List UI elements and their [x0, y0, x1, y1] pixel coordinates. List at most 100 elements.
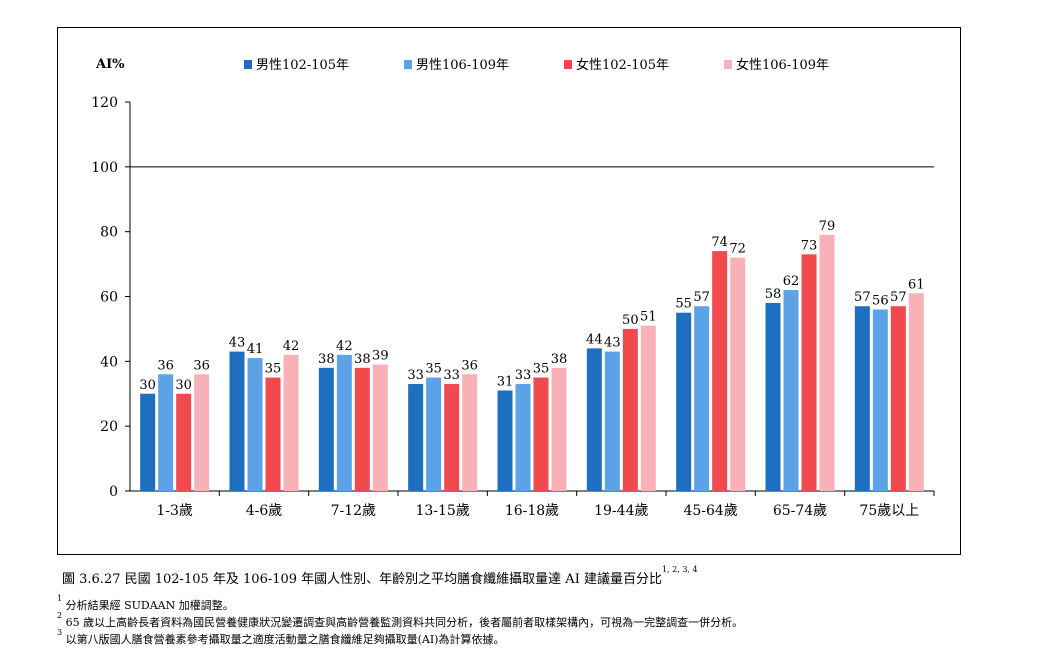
bar — [426, 377, 442, 491]
x-tick-label: 13-15歲 — [415, 503, 469, 519]
bar-value-label: 38 — [354, 352, 371, 367]
footnote-text: 分析結果經 SUDAAN 加權調整。 — [65, 599, 234, 612]
bar-value-label: 79 — [819, 219, 836, 234]
bar — [336, 354, 352, 491]
bar — [765, 302, 781, 491]
bar — [533, 377, 549, 491]
bar — [194, 374, 210, 491]
bar — [890, 306, 906, 491]
bar-value-label: 36 — [157, 358, 174, 373]
caption-text: 圖 3.6.27 民國 102-105 年及 106-109 年國人性別、年齡別… — [62, 572, 662, 587]
bar — [372, 364, 388, 491]
bar — [694, 306, 710, 491]
bar-value-label: 39 — [372, 349, 389, 364]
legend-swatch — [564, 60, 572, 69]
chart-frame: 0 20 40 60 80 100 120 AI% 男性102-105年 男性106-109年 女性… — [57, 27, 961, 555]
bar — [640, 325, 656, 491]
bar — [854, 306, 870, 491]
x-tick-label: 1-3歲 — [156, 503, 193, 519]
bar-value-label: 33 — [407, 368, 424, 383]
x-tick-label: 16-18歲 — [505, 503, 559, 519]
x-tick-label: 4-6歲 — [246, 503, 283, 519]
y-tick-label: 80 — [100, 225, 118, 241]
bar-value-label: 44 — [586, 332, 603, 347]
footnote: 3 以第八版國人膳食營養素參考攝取量之適度活動量之膳食纖維足夠攝取量(AI)為計… — [57, 628, 505, 647]
chart-svg: 0 20 40 60 80 100 120 AI% 男性102-105年 男性106-109年 女性… — [91, 57, 935, 519]
bar-value-label: 51 — [640, 310, 657, 325]
bar-value-label: 33 — [515, 368, 532, 383]
bar — [908, 293, 924, 491]
bar — [515, 384, 531, 491]
bar-value-label: 31 — [497, 375, 514, 390]
bar — [462, 374, 478, 491]
bar — [265, 377, 281, 491]
bar-value-label: 50 — [622, 313, 639, 328]
footnote: 2 65 歲以上高齡長者資料為國民營養健康狀況變遷調查與高齡營養監測資料共同分析… — [57, 611, 744, 630]
bar-value-label: 36 — [461, 358, 478, 373]
bar — [801, 254, 817, 491]
bar — [551, 367, 567, 491]
bar-value-label: 57 — [854, 290, 871, 305]
bar — [676, 312, 692, 491]
y-tick-label: 60 — [100, 290, 118, 306]
x-tick-label: 65-74歲 — [773, 503, 827, 519]
x-tick-label: 7-12歲 — [331, 503, 376, 519]
bar-value-label: 41 — [247, 342, 264, 357]
legend-label: 女性102-105年 — [576, 57, 669, 73]
footnote-mark: 1 — [57, 594, 63, 603]
y-axis-label: AI% — [95, 57, 125, 72]
bar-value-label: 56 — [872, 293, 889, 308]
bar — [872, 309, 888, 491]
bar — [229, 351, 245, 491]
bar-value-label: 30 — [175, 378, 192, 393]
bar-value-label: 42 — [336, 339, 353, 354]
x-tick-label: 19-44歲 — [594, 503, 648, 519]
bar-value-label: 35 — [425, 362, 442, 377]
bar — [783, 290, 799, 491]
bar — [444, 384, 460, 491]
bar — [283, 354, 299, 491]
bar — [586, 348, 602, 491]
bar — [354, 367, 370, 491]
bar-value-label: 74 — [711, 235, 728, 250]
bar — [158, 374, 174, 491]
bar-value-label: 57 — [890, 290, 907, 305]
x-tick-label: 45-64歲 — [683, 503, 737, 519]
bar-value-label: 36 — [193, 358, 210, 373]
bar-value-label: 43 — [229, 336, 246, 351]
footnote-text: 以第八版國人膳食營養素參考攝取量之適度活動量之膳食纖維足夠攝取量(AI)為計算依… — [65, 633, 505, 646]
bar-value-label: 35 — [533, 362, 550, 377]
figure-caption: 圖 3.6.27 民國 102-105 年及 106-109 年國人性別、年齡別… — [62, 565, 698, 587]
bar — [140, 393, 156, 491]
legend-label: 女性106-109年 — [736, 57, 829, 73]
footnote: 1 分析結果經 SUDAAN 加權調整。 — [57, 594, 234, 613]
legend-swatch — [404, 60, 412, 69]
bar — [819, 234, 835, 492]
bar-value-label: 62 — [783, 274, 800, 289]
y-tick-label: 40 — [100, 354, 118, 370]
legend-swatch — [724, 60, 732, 69]
bar — [318, 367, 334, 491]
y-tick-label: 120 — [91, 95, 118, 111]
bar-value-label: 61 — [908, 277, 925, 292]
bar-value-label: 55 — [675, 297, 692, 312]
x-tick-label: 75歲以上 — [859, 503, 919, 519]
bar-value-label: 30 — [139, 378, 156, 393]
y-tick-label: 20 — [100, 419, 118, 435]
y-tick-label: 100 — [91, 160, 118, 176]
bar-value-label: 43 — [604, 336, 621, 351]
bar — [730, 257, 746, 491]
legend-swatch — [244, 60, 252, 69]
legend-label: 男性102-105年 — [256, 58, 349, 73]
bar — [604, 351, 620, 491]
bar-value-label: 42 — [283, 339, 300, 354]
bar-value-label: 73 — [801, 238, 818, 253]
y-tick-label: 0 — [109, 484, 118, 500]
bar-value-label: 72 — [729, 242, 746, 257]
bar — [712, 251, 728, 491]
bar — [408, 384, 424, 491]
footnote-text: 65 歲以上高齡長者資料為國民營養健康狀況變遷調查與高齡營養監測資料共同分析，後… — [65, 616, 744, 629]
bar-value-label: 33 — [443, 368, 460, 383]
footnote-mark: 3 — [57, 628, 63, 637]
bar-value-label: 38 — [551, 352, 568, 367]
